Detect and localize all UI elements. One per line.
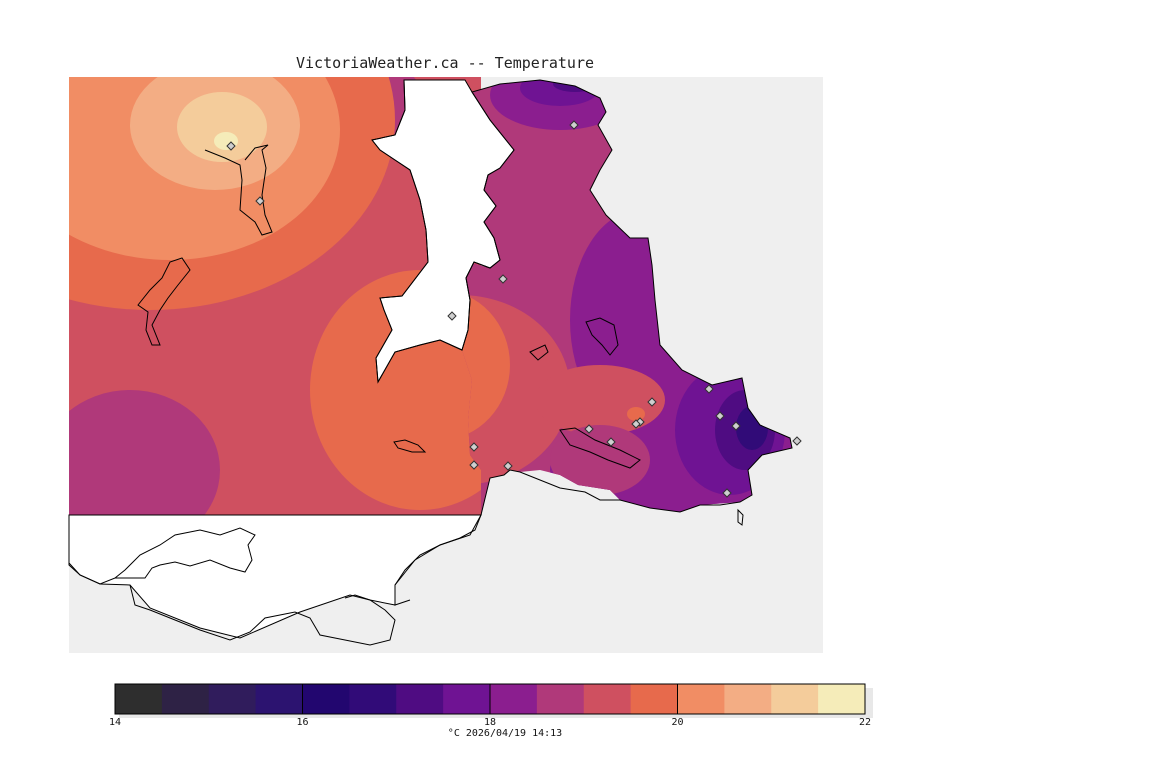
station-marker[interactable] [647,397,657,407]
coastlines [68,79,793,646]
colorbar-frame [114,683,866,715]
colorbar-swatch [583,684,632,714]
colorbar-tick-label: 18 [483,717,497,728]
station-marker[interactable] [447,311,457,321]
colorbar-tick-label: 20 [671,717,684,728]
station-marker[interactable] [226,141,236,151]
station-marker[interactable] [503,461,513,471]
colorbar-swatch [255,684,303,714]
station-marker[interactable] [722,488,732,498]
station-marker[interactable] [255,196,265,206]
station-marker[interactable] [631,419,641,429]
map-title: VictoriaWeather.ca -- Temperature [295,54,594,72]
colorbar-tick-label: 16 [296,717,309,728]
colorbar-swatch [724,684,772,714]
colorbar-swatch [536,684,585,714]
station-marker[interactable] [469,460,479,470]
station-marker[interactable] [704,384,714,394]
station-marker[interactable] [792,436,802,446]
station-marker[interactable] [584,424,594,434]
colorbar [114,684,866,714]
colorbar-caption: °C 2026/04/19 14:13 [447,728,563,739]
colorbar-swatch [630,684,678,714]
colorbar-tick-label: 22 [858,717,872,728]
station-marker[interactable] [469,442,479,452]
water-areas [68,79,823,653]
colorbar-tick-label: 14 [108,717,122,728]
station-marker[interactable] [569,120,579,130]
colorbar-swatch [161,684,210,714]
colorbar-swatch [115,684,163,714]
colorbar-swatch [302,684,350,714]
colorbar-swatch [818,684,866,714]
colorbar-swatch [208,684,257,714]
station-marker[interactable] [731,421,741,431]
station-marker[interactable] [606,437,616,447]
colorbar-swatch [443,684,491,714]
colorbar-swatch [677,684,725,714]
colorbar-swatch [771,684,819,714]
station-marker[interactable] [498,274,508,284]
colorbar-swatch [396,684,444,714]
colorbar-swatch [349,684,397,714]
station-marker[interactable] [715,411,725,421]
colorbar-swatch [490,684,538,714]
weather-stations [226,120,802,498]
